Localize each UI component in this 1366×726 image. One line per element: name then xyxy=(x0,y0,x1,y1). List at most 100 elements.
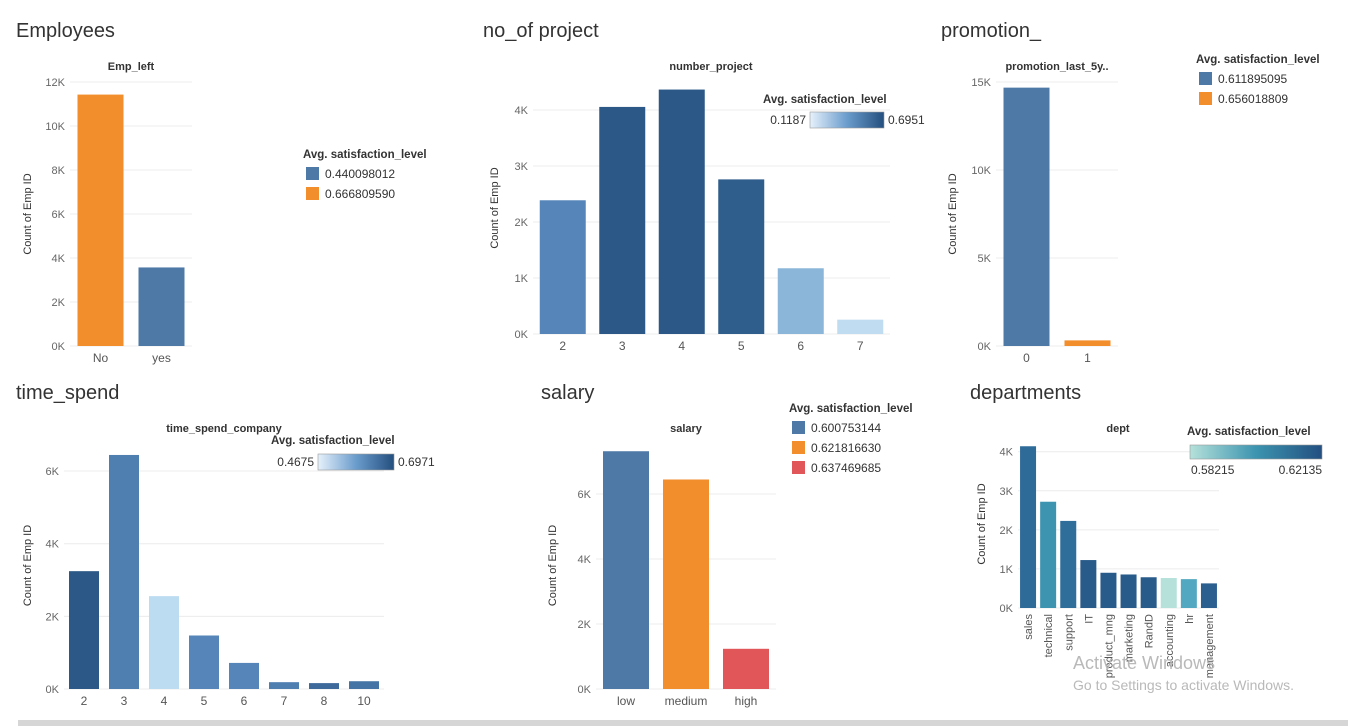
x-tick-label: 3 xyxy=(121,694,128,708)
color-legend-bar xyxy=(1189,444,1323,460)
x-tick-label: 8 xyxy=(321,694,328,708)
x-tick-label: 10 xyxy=(357,694,371,708)
y-tick-label: 1K xyxy=(515,273,529,285)
y-tick-label: 6K xyxy=(52,209,66,221)
y-axis-label: Count of Emp ID xyxy=(547,525,559,606)
chart-dept: dept Count of Emp ID 0K 1K 2K 3K 4K sales techni… xyxy=(976,423,1322,678)
y-tick-label: 10K xyxy=(45,121,65,133)
y-tick-label: 2K xyxy=(515,217,529,229)
y-tick-label: 6K xyxy=(46,466,60,478)
y-axis-label: Count of Emp ID xyxy=(976,483,988,564)
chart-salary: salary Count of Emp ID 0K 2K 4K 6K low medium hi… xyxy=(547,403,913,708)
color-legend-max: 0.62135 xyxy=(1279,463,1323,477)
bar-accounting[interactable] xyxy=(1160,578,1177,608)
legend-swatch xyxy=(306,187,319,200)
legend-item-label: 0.621816630 xyxy=(811,441,881,455)
bar-RandD[interactable] xyxy=(1140,577,1157,608)
bar-marketing[interactable] xyxy=(1120,574,1137,608)
y-tick-label: 10K xyxy=(971,165,991,177)
y-axis-label: Count of Emp ID xyxy=(489,167,501,248)
panel-title-salary: salary xyxy=(541,382,595,404)
bar-7[interactable] xyxy=(269,682,299,689)
y-tick-label: 5K xyxy=(978,253,992,265)
bar-7[interactable] xyxy=(837,319,884,334)
bar-5[interactable] xyxy=(718,179,765,334)
legend-promotion: Avg. satisfaction_level 0.611895095 0.6560… xyxy=(1196,54,1320,106)
x-tick-label: low xyxy=(617,694,635,708)
bar-support[interactable] xyxy=(1060,520,1077,608)
chart-time_spend_company: time_spend_company Count of Emp ID 0K 2K 4K 6… xyxy=(22,423,435,708)
legend-swatch xyxy=(1199,72,1212,85)
bar-IT[interactable] xyxy=(1080,560,1097,608)
y-tick-label: 2K xyxy=(52,297,66,309)
x-tick-label: accounting xyxy=(1164,614,1176,667)
bar-10[interactable] xyxy=(349,681,379,689)
legend-item-label: 0.440098012 xyxy=(325,167,395,181)
color-legend-bar xyxy=(317,453,395,471)
bar-2[interactable] xyxy=(69,571,99,689)
bar-low[interactable] xyxy=(603,451,649,689)
x-tick-label: 6 xyxy=(797,339,804,353)
y-axis-label: Count of Emp ID xyxy=(22,173,34,254)
bar-0[interactable] xyxy=(1003,87,1050,346)
legend-title: Avg. satisfaction_level xyxy=(303,149,427,161)
bar-4[interactable] xyxy=(149,596,179,689)
x-tick-label: sales xyxy=(1023,614,1035,640)
x-tick-label: 7 xyxy=(281,694,288,708)
bar-product_mng[interactable] xyxy=(1100,572,1117,608)
bar-8[interactable] xyxy=(309,683,339,689)
bar-medium[interactable] xyxy=(663,479,709,689)
panel-title-departments: departments xyxy=(970,382,1082,404)
legend-item-label: 0.637469685 xyxy=(811,461,881,475)
panel-title-promotion: promotion_ xyxy=(941,20,1042,42)
bar-5[interactable] xyxy=(189,635,219,689)
panel-title-time-spend: time_spend xyxy=(16,382,120,404)
bar-high[interactable] xyxy=(723,648,769,689)
horizontal-scrollbar[interactable] xyxy=(18,720,1348,726)
y-tick-label: 15K xyxy=(971,77,991,89)
y-tick-label: 3K xyxy=(1000,486,1014,498)
color-legend-min: 0.58215 xyxy=(1191,463,1235,477)
bar-3[interactable] xyxy=(599,106,646,334)
bar-1[interactable] xyxy=(1064,340,1111,346)
legend-title: Avg. satisfaction_level xyxy=(789,403,913,415)
y-tick-label: 2K xyxy=(578,619,592,631)
color-legend-number_project: Avg. satisfaction_level 0.1187 0.6951 xyxy=(763,94,925,129)
legend-title: Avg. satisfaction_level xyxy=(1196,54,1320,66)
x-tick-label: management xyxy=(1204,614,1216,678)
x-tick-label: support xyxy=(1063,614,1075,651)
x-tick-label: hr xyxy=(1184,614,1196,624)
chart-emp_left: Emp_left Count of Emp ID 0K 2K 4K 6K 8K 10K 12K N… xyxy=(22,61,427,365)
x-tick-label: 2 xyxy=(559,339,566,353)
bar-6[interactable] xyxy=(229,662,259,689)
bar-yes[interactable] xyxy=(138,267,185,346)
y-tick-label: 12K xyxy=(45,77,65,89)
bar-technical[interactable] xyxy=(1040,501,1057,608)
bar-4[interactable] xyxy=(658,89,705,334)
legend-swatch xyxy=(1199,92,1212,105)
legend-item-label: 0.611895095 xyxy=(1218,72,1288,86)
x-tick-label: 5 xyxy=(201,694,208,708)
panel-title-projects: no_of project xyxy=(483,20,599,42)
bar-2[interactable] xyxy=(539,200,586,334)
legend-title: Avg. satisfaction_level xyxy=(271,435,395,447)
y-tick-label: 0K xyxy=(52,341,66,353)
y-tick-label: 2K xyxy=(46,611,60,623)
y-tick-label: 0K xyxy=(578,684,592,696)
legend-item-label: 0.600753144 xyxy=(811,421,881,435)
color-legend-max: 0.6971 xyxy=(398,455,435,469)
chart-title: time_spend_company xyxy=(166,423,282,435)
chart-number_project: number_project Count of Emp ID 0K 1K 2K 3K 4K 2… xyxy=(489,61,925,353)
bar-6[interactable] xyxy=(777,268,824,334)
color-legend-time_spend_company: Avg. satisfaction_level 0.4675 0.6971 xyxy=(271,435,435,471)
bar-3[interactable] xyxy=(109,454,139,689)
bar-management[interactable] xyxy=(1200,583,1217,608)
x-tick-label: 0 xyxy=(1023,351,1030,365)
bar-sales[interactable] xyxy=(1020,446,1037,608)
watermark-line1: Activate Windows xyxy=(1073,653,1216,673)
y-tick-label: 3K xyxy=(515,161,529,173)
bar-No[interactable] xyxy=(77,94,124,346)
legend-title: Avg. satisfaction_level xyxy=(763,94,887,106)
y-tick-label: 8K xyxy=(52,165,66,177)
bar-hr[interactable] xyxy=(1180,579,1197,608)
